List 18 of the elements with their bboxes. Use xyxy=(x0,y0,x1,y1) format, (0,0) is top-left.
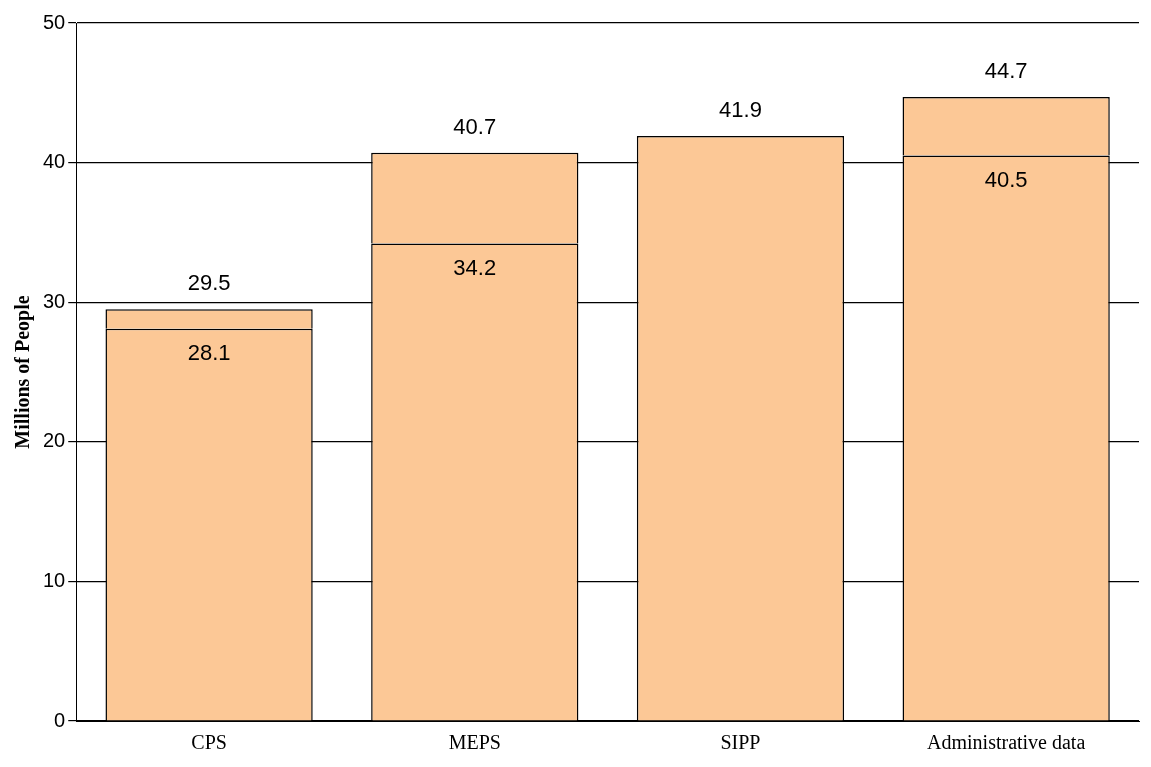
x-tick-label: SIPP xyxy=(720,731,761,754)
y-tick-label: 50 xyxy=(43,10,66,33)
data-label: 28.1 xyxy=(187,339,231,365)
total-label: 40.7 xyxy=(453,113,497,139)
y-axis-title: Millions of People xyxy=(11,295,35,449)
y-tick-label: 20 xyxy=(43,429,66,452)
total-label: 44.7 xyxy=(984,58,1028,84)
total-label: 29.5 xyxy=(187,270,231,296)
y-tick-label: 40 xyxy=(43,150,66,173)
total-label: 41.9 xyxy=(719,97,762,123)
data-label: 34.2 xyxy=(453,254,497,280)
y-tick-label: 10 xyxy=(43,568,66,591)
y-tick-label: 0 xyxy=(54,708,66,731)
x-tick-label: Administrative data xyxy=(927,731,1086,754)
x-tick-label: CPS xyxy=(191,731,227,754)
y-tick-label: 30 xyxy=(43,289,66,312)
data-label: 40.5 xyxy=(984,166,1028,192)
x-tick-label: MEPS xyxy=(448,731,501,754)
